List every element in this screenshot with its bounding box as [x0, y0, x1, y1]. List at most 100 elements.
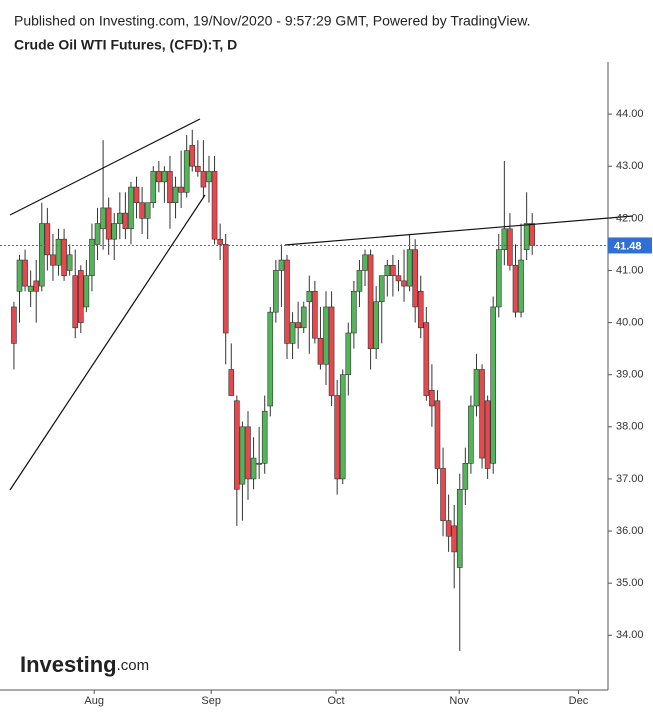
candle-body [518, 259, 524, 313]
candle-body [429, 390, 435, 407]
candle-body [261, 410, 268, 464]
candle-body [117, 212, 123, 224]
candle-body [345, 332, 352, 375]
candle-body [278, 259, 285, 271]
candle-body [434, 400, 441, 469]
candle-body [122, 212, 129, 230]
candle-body [156, 171, 162, 183]
candle-body [351, 291, 357, 334]
y-tick-label: 34.00 [616, 629, 644, 641]
candle-body [22, 259, 28, 287]
candle-body [72, 275, 79, 329]
candle-body [440, 468, 446, 521]
y-tick-label: 37.00 [616, 473, 644, 485]
candle-body [167, 171, 173, 204]
plot-area [11, 129, 536, 651]
candle-body [367, 254, 374, 349]
y-tick-label: 43.00 [616, 160, 644, 172]
candle-body [228, 369, 235, 396]
y-tick-label: 38.00 [616, 421, 644, 433]
candle-body [495, 249, 502, 308]
candle-body [529, 223, 536, 246]
logo-name: Investing [20, 652, 117, 677]
candle-body [89, 238, 95, 276]
candle-body [144, 202, 151, 219]
candle-body [289, 322, 296, 344]
candle-body [78, 270, 84, 323]
last-price-box [608, 237, 652, 254]
x-tick-label: Oct [327, 695, 344, 707]
candle-body [300, 306, 307, 329]
candle-body [189, 145, 196, 167]
candle-body [462, 462, 469, 490]
candle-body [211, 171, 218, 240]
candle-body [412, 249, 418, 308]
candle-body [66, 254, 73, 271]
candle-body [339, 374, 346, 480]
x-tick-label: Aug [84, 695, 104, 707]
candle-body [100, 207, 106, 230]
candle-body [473, 369, 480, 407]
candle-body [83, 275, 90, 308]
candle-body [150, 171, 157, 204]
candle-body [512, 264, 519, 313]
candle-body [256, 462, 262, 465]
candle-body [33, 280, 40, 292]
candle-body [139, 202, 145, 219]
candle-body [200, 171, 207, 188]
candle-body [306, 291, 313, 303]
symbol-title: Crude Oil WTI Futures, (CFD):T, D [14, 37, 237, 53]
candle-body [334, 395, 340, 480]
candle-body [16, 259, 23, 292]
candle-body [178, 186, 184, 193]
y-tick-label: 36.00 [616, 525, 644, 537]
candle-body [445, 520, 452, 537]
candle-body [44, 223, 51, 256]
candle-body [378, 275, 385, 303]
candle-body [451, 525, 457, 553]
candle-body [328, 306, 335, 396]
published-note: Published on Investing.com, 19/Nov/2020 … [14, 13, 530, 29]
logo: Investing.com [20, 652, 149, 677]
candle-body [484, 400, 491, 469]
last-price-label: 41.48 [614, 240, 642, 252]
candle-body [61, 238, 67, 276]
candle-body [456, 489, 463, 568]
x-tick-label: Sep [201, 695, 221, 707]
candle-body [161, 171, 168, 183]
candle-body [395, 275, 402, 282]
candle-body [245, 426, 251, 480]
trendline [9, 118, 201, 216]
y-tick-label: 44.00 [616, 108, 644, 120]
candle-body [183, 150, 190, 193]
candle-body [217, 238, 223, 245]
x-tick-label: Nov [449, 695, 469, 707]
candle-body [222, 244, 229, 334]
candle-body [390, 264, 396, 276]
candle-body [468, 405, 474, 464]
candle-body [384, 264, 391, 276]
trendline [284, 215, 634, 246]
candle-body [55, 238, 62, 266]
y-tick-label: 40.00 [616, 316, 644, 328]
candle-body [317, 337, 324, 365]
candle-body [406, 249, 413, 287]
candle-body [27, 285, 34, 292]
candle-body [479, 369, 485, 459]
candle-body [239, 426, 246, 485]
candle-body [38, 223, 45, 287]
candle-body [133, 186, 140, 204]
candle-body [312, 291, 318, 339]
candle-body [206, 171, 212, 183]
candle-body [501, 228, 508, 250]
logo-suffix: .com [117, 657, 150, 674]
candle-body [234, 400, 240, 490]
candle-body [11, 306, 17, 344]
trendline [9, 194, 206, 491]
candle-body [128, 186, 134, 230]
candle-body [417, 291, 424, 329]
candle-body [195, 165, 201, 172]
candle-body [523, 223, 530, 250]
candle-body [273, 270, 279, 313]
